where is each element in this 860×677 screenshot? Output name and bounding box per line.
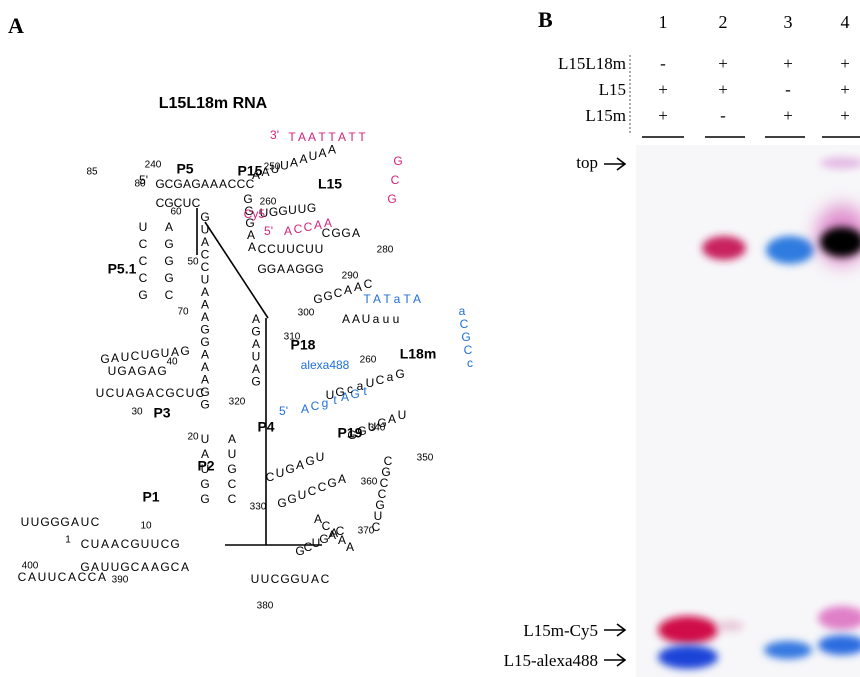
rna-strand: CUAACGUUCG (81, 537, 180, 551)
lane-number: 1 (659, 12, 668, 32)
presence-mark: + (718, 80, 728, 99)
rna-strand: CGCCGUC (372, 454, 393, 534)
rna-strand: UUCGGUAC (251, 572, 330, 586)
helix-label: P4 (257, 419, 274, 435)
helix-label: P1 (142, 489, 159, 505)
row-label: L15 (599, 80, 626, 99)
row-label: L15L18m (558, 54, 626, 73)
position-number: 60 (170, 207, 182, 218)
position-number: 260 (260, 197, 277, 208)
helix-label: L18m (400, 346, 437, 362)
gel (604, 55, 860, 677)
top-label: top (576, 153, 598, 172)
helix-label: P5.1 (108, 261, 137, 277)
rna-strand: GGAAGGG (257, 262, 323, 276)
position-number: 85 (86, 167, 98, 178)
rna-strand: aCGCc (459, 304, 473, 370)
position-number: 260 (360, 355, 377, 366)
presence-mark: + (718, 54, 728, 73)
rna-strand: UCCCG (138, 220, 147, 302)
rna-strand: AGGGC (164, 220, 173, 302)
position-number: 1 (65, 535, 71, 546)
position-number: 240 (145, 160, 162, 171)
presence-mark: - (660, 54, 666, 73)
position-number: 30 (131, 407, 143, 418)
position-number: 250 (264, 162, 281, 173)
panel-letter: B (538, 7, 553, 32)
figure: A L15L18m RNA B top L15m-Cy5 L15-alexa48… (0, 0, 860, 677)
rna-strand: AUGCC (227, 432, 236, 506)
position-number: 350 (417, 453, 434, 464)
end-label: alexa488 (301, 358, 350, 372)
helix-label: P15 (238, 163, 263, 179)
rna-strand: GGUCCGA (277, 472, 346, 510)
panel-letter: A (8, 13, 24, 38)
helix-label: P19 (338, 425, 363, 441)
band-label: L15m-Cy5 (523, 621, 598, 640)
structure-title: L15L18m RNA (159, 95, 268, 112)
rna-strand: AGAUAG (251, 312, 260, 389)
presence-mark: - (720, 106, 726, 125)
helix-label: L15 (318, 176, 342, 192)
rna-strand: CCUUCUU (258, 242, 324, 256)
lane-number: 4 (841, 12, 850, 32)
presence-mark: + (840, 54, 850, 73)
helix-label: P5 (176, 161, 193, 177)
presence-mark: + (840, 80, 850, 99)
position-number: 70 (177, 307, 189, 318)
rna-strand: AAUauu (342, 312, 399, 326)
rna-strand: CAUUCACCA (18, 570, 106, 584)
presence-mark: + (840, 106, 850, 125)
position-number: 360 (361, 477, 378, 488)
position-number: 290 (342, 271, 359, 282)
rna-strand: GCGAGAAACCC (155, 177, 254, 191)
band-label: L15-alexa488 (504, 651, 598, 670)
presence-mark: + (658, 80, 668, 99)
position-number: 330 (250, 502, 267, 513)
rna-strand: GAUUGCAAGCA (80, 560, 189, 574)
end-label: 3' (270, 128, 279, 142)
helix-label: P2 (197, 458, 214, 474)
position-number: 280 (377, 245, 394, 256)
presence-mark: + (783, 106, 793, 125)
position-number: 310 (284, 332, 301, 343)
end-label: Cy5 (244, 207, 266, 221)
rna-strand: UGAGAG (108, 364, 167, 378)
lane-number: 2 (719, 12, 728, 32)
rna-strand: UCUAGACGCUC (96, 386, 205, 400)
position-number: 10 (140, 521, 152, 532)
rna-strand: GUACCUAAAGGAAAGG (200, 210, 209, 412)
position-number: 340 (369, 423, 386, 434)
position-number: 320 (229, 397, 246, 408)
helix-label: P3 (153, 405, 170, 421)
row-label: L15m (585, 106, 626, 125)
rna-strand: CUGAGU (266, 450, 325, 484)
position-number: 20 (187, 432, 199, 443)
lane-number: 3 (784, 12, 793, 32)
end-label: 5' (139, 173, 148, 187)
presence-mark: + (658, 106, 668, 125)
rna-strand: GGGAA (243, 192, 256, 254)
position-number: 390 (112, 575, 129, 586)
rna-strand: TATaTA (363, 292, 421, 306)
rna-strand: GCG (387, 154, 402, 206)
position-number: 50 (187, 257, 199, 268)
presence-mark: + (783, 54, 793, 73)
position-number: 40 (166, 357, 178, 368)
position-number: 300 (298, 308, 315, 319)
rna-strand: UUGGGAUC (21, 515, 100, 529)
rna-strand: CGGA (322, 226, 360, 240)
position-number: 400 (22, 561, 39, 572)
presence-mark: - (785, 80, 791, 99)
position-number: 370 (358, 526, 375, 537)
end-label: 5' (279, 404, 288, 418)
position-number: 380 (257, 601, 274, 612)
end-label: 5' (264, 224, 273, 238)
